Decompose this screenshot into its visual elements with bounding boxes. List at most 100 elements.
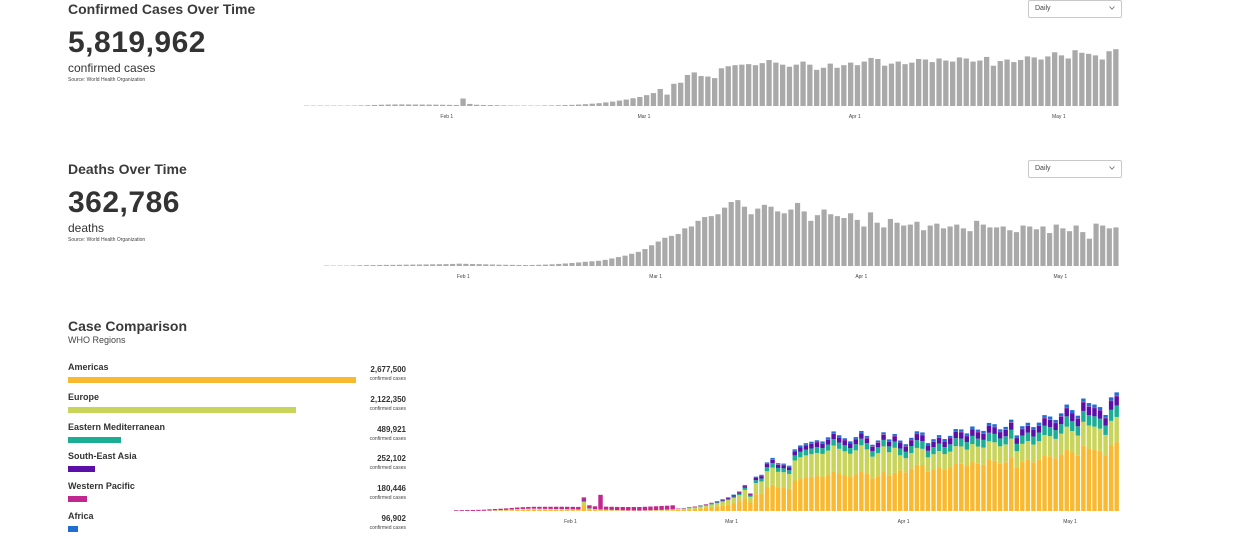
- stacked-bar-segment: [1036, 459, 1042, 511]
- stacked-bar-segment: [1114, 396, 1119, 406]
- stacked-bar-segment: [1108, 420, 1114, 446]
- deaths-frequency-dropdown[interactable]: Daily: [1028, 160, 1122, 178]
- bar: [828, 214, 834, 266]
- stacked-bar-segment: [553, 509, 559, 511]
- bar: [1093, 223, 1099, 266]
- stacked-bar-segment: [820, 441, 825, 444]
- stacked-bar-segment: [1108, 445, 1114, 511]
- stacked-bar-segment: [892, 434, 897, 436]
- bar: [1099, 59, 1105, 106]
- bar: [622, 255, 628, 266]
- stacked-bar-segment: [1014, 443, 1019, 452]
- stacked-bar-segment: [1092, 416, 1097, 427]
- stacked-bar-segment: [1070, 413, 1075, 422]
- bar: [807, 64, 813, 106]
- stacked-bar-segment: [925, 450, 931, 458]
- bar: [1000, 226, 1006, 266]
- bar: [712, 78, 718, 106]
- stacked-bar-segment: [1003, 462, 1008, 511]
- stacked-bar-segment: [792, 449, 797, 451]
- bar: [766, 60, 772, 106]
- stacked-bar-segment: [1025, 459, 1031, 511]
- bar: [947, 226, 953, 266]
- stacked-bar-segment: [914, 447, 920, 465]
- stacked-bar-segment: [1047, 436, 1053, 457]
- bar: [801, 211, 807, 266]
- stacked-bar-segment: [947, 467, 953, 511]
- stacked-bar-segment: [959, 438, 964, 447]
- stacked-bar-segment: [570, 506, 575, 510]
- stacked-bar-segment: [725, 500, 731, 505]
- deaths-unit: deaths: [68, 221, 105, 235]
- stacked-bar-segment: [975, 446, 981, 464]
- x-tick-label: May 1: [1053, 274, 1067, 280]
- bar: [469, 264, 476, 266]
- stacked-bar-segment: [1025, 425, 1031, 433]
- region-value: 96,902: [381, 514, 406, 523]
- stacked-bar-segment: [1003, 444, 1008, 463]
- bar: [848, 62, 854, 106]
- bar: [963, 58, 969, 106]
- stacked-bar-segment: [814, 442, 820, 448]
- cases-frequency-dropdown[interactable]: Daily: [1028, 0, 1122, 18]
- stacked-bar-segment: [853, 439, 859, 445]
- stacked-bar-segment: [992, 433, 997, 443]
- bar: [875, 58, 881, 106]
- stacked-bar-segment: [820, 476, 825, 511]
- stacked-bar-segment: [992, 460, 997, 511]
- stacked-bar-segment: [803, 443, 809, 445]
- stacked-bar-segment: [664, 510, 670, 511]
- stacked-bar-segment: [798, 457, 803, 479]
- stacked-bar-segment: [1097, 410, 1103, 419]
- stacked-bar-segment: [1042, 455, 1047, 511]
- stacked-bar-segment: [781, 468, 786, 473]
- bar: [1080, 232, 1086, 266]
- bar: [901, 225, 907, 266]
- stacked-bar-segment: [1020, 426, 1025, 429]
- bar: [741, 206, 748, 266]
- stacked-bar-segment: [653, 506, 659, 511]
- bar: [735, 200, 741, 266]
- stacked-bar-segment: [548, 509, 553, 510]
- bar: [419, 104, 425, 106]
- bar: [370, 265, 376, 266]
- stacked-bar-segment: [942, 469, 947, 511]
- bar: [358, 105, 364, 106]
- region-bar: [68, 466, 96, 472]
- region-name: Europe: [68, 392, 100, 402]
- bar: [615, 257, 622, 266]
- bar: [755, 208, 761, 266]
- deaths-total: 362,786: [68, 186, 180, 219]
- stacked-bar-segment: [814, 452, 820, 477]
- stacked-bar-segment: [537, 509, 542, 510]
- region-row-western-pacific: Western Pacific 180,446 confirmed cases: [68, 479, 408, 507]
- stacked-bar-segment: [997, 438, 1003, 447]
- bar: [1053, 224, 1059, 266]
- chevron-down-icon: [1109, 166, 1115, 170]
- stacked-bar-segment: [526, 509, 531, 510]
- stacked-bar-segment: [481, 509, 487, 511]
- bar: [725, 66, 731, 106]
- stacked-bar-segment: [814, 476, 820, 511]
- stacked-bar-segment: [848, 443, 853, 449]
- stacked-bar-segment: [942, 447, 947, 455]
- stacked-bar-segment: [725, 498, 731, 501]
- region-bar: [68, 377, 356, 383]
- bar: [623, 99, 629, 106]
- bar: [664, 94, 670, 106]
- bar: [821, 209, 827, 266]
- stacked-bar-segment: [1097, 407, 1103, 411]
- region-name: Eastern Mediterranean: [68, 422, 166, 432]
- stacked-bar-segment: [737, 495, 742, 502]
- stacked-bar-segment: [742, 485, 748, 486]
- stacked-bar-segment: [1020, 461, 1025, 511]
- stacked-bar-segment: [831, 445, 836, 472]
- stacked-bar-segment: [1086, 448, 1092, 511]
- bar: [781, 213, 787, 266]
- stacked-bar-segment: [1031, 436, 1036, 445]
- stacked-bar-segment: [1064, 426, 1069, 450]
- stacked-bar-segment: [792, 480, 797, 511]
- bar: [814, 69, 820, 106]
- stacked-bar-segment: [759, 478, 764, 482]
- stacked-bar-segment: [581, 500, 587, 501]
